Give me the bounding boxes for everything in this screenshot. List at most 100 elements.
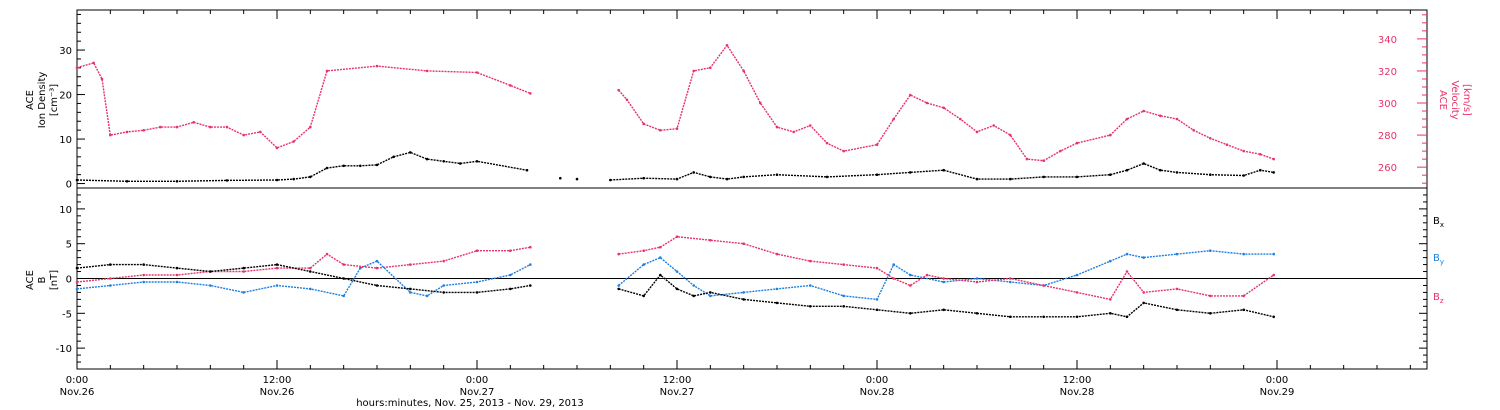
velocity-series-point [742,69,745,73]
density-series-point [575,177,579,181]
density-series-point [875,173,879,176]
density-series-point [342,164,346,168]
velocity-series-point [1259,153,1262,156]
by-series-point [617,284,620,287]
ylabel-bottom-1: ACE [25,270,36,290]
density-series-point [275,178,279,182]
density-series-point [442,160,446,163]
density-series-point [475,160,479,163]
ylabel-top-left-2: Ion Density [37,72,48,129]
velocity-series-point [325,69,329,73]
bz-series-point [809,259,812,263]
velocity-series-point [942,106,945,110]
x-tick-label-time: 0:00 [466,375,488,386]
legend-bx: Bx [1433,216,1444,229]
velocity-series-point [925,101,929,105]
bz-series-point [842,263,845,266]
data-series [75,44,1275,319]
density-series-point [75,178,79,182]
bx-series-point [642,294,645,298]
density-series-point [525,168,529,172]
top-right-tick-label: 340 [1378,35,1397,46]
by-series-point [692,284,695,287]
velocity-series-point [709,66,712,69]
bx-series-point [442,291,446,294]
bx-series-line [76,263,1274,318]
bz-series-point [1109,298,1112,301]
by-series-point [1209,249,1212,252]
velocity-series-point [92,61,95,65]
velocity-series-point [725,44,729,47]
velocity-series-point [275,146,279,150]
density-series-point [609,178,612,182]
density-series-point [309,175,312,179]
bx-series-point [909,312,912,315]
velocity-series-point [242,133,245,137]
by-series-point [442,284,446,287]
velocity-series-point [1025,157,1029,161]
bz-series-point [242,270,245,273]
density-series-point [942,168,945,172]
velocity-series-point [809,124,812,127]
by-series-point [175,280,179,284]
bz-series-point [1075,291,1079,294]
bz-series-point [529,245,532,249]
by-series-point [642,263,645,266]
velocity-series-point [909,93,912,97]
by-series-point [842,294,845,298]
density-series-point [1175,171,1179,174]
density-series-point [375,163,379,167]
bz-series-point [892,277,895,280]
by-series-point [1272,252,1275,256]
x-tick-label-date: Nov.29 [1260,387,1295,398]
bottom-tick-label: -5 [62,309,72,320]
ylabel-top-right-1: ACE [1437,90,1448,110]
velocity-series-point [100,77,104,81]
velocity-series-point [1159,114,1162,118]
legend-bx-main: B [1433,216,1440,227]
top-right-tick-label: 300 [1378,99,1397,110]
velocity-series-point [775,125,779,129]
top-panel-ticks: 0 10 20 30 260 280 300 320 340 [59,13,1427,191]
by-series-point [529,263,532,266]
top-right-tick-label: 260 [1378,163,1397,174]
by-series-point [875,298,879,301]
velocity-series-point [792,130,795,134]
velocity-series-point [617,88,620,92]
velocity-series-point [692,69,695,73]
bz-series-point [942,277,945,280]
velocity-series-point [1209,137,1212,140]
bz-series-point [442,259,446,263]
by-series-point [675,270,679,273]
legend-by-main: B [1433,253,1440,264]
bz-series-point [375,266,379,270]
bz-series-point [1009,277,1012,280]
x-tick-label-time: 0:00 [1266,375,1288,386]
bottom-tick-label: 10 [59,205,72,216]
velocity-series-point [642,122,645,126]
bz-series-point [1272,273,1275,277]
x-tick-label-time: 12:00 [263,375,292,386]
top-right-tick-label: 280 [1378,131,1397,142]
density-series [75,151,1275,183]
by-series-point [475,280,479,284]
top-left-tick-label: 0 [66,180,72,191]
bx-series-point [775,301,779,305]
ylabel-top-left-3: [cm⁻³] [49,84,60,116]
by-series-point [142,280,145,284]
density-series-point [742,175,745,179]
density-series-point [1272,171,1275,174]
velocity-series-point [292,140,296,143]
ylabel-top-left-1: ACE [25,90,36,110]
velocity-series-point [1009,133,1012,137]
velocity-series-point [1192,129,1195,132]
bottom-panel-ticks: -10 -5 0 5 10 [56,194,1427,363]
density-series-point [975,177,979,181]
bz-series-point [175,273,179,277]
density-series-point [775,173,779,176]
bx-series-point [242,266,245,270]
bz-series-point [1242,294,1245,298]
by-series-point [1075,273,1079,277]
density-series-point [459,162,462,165]
by-series-point [975,277,979,280]
